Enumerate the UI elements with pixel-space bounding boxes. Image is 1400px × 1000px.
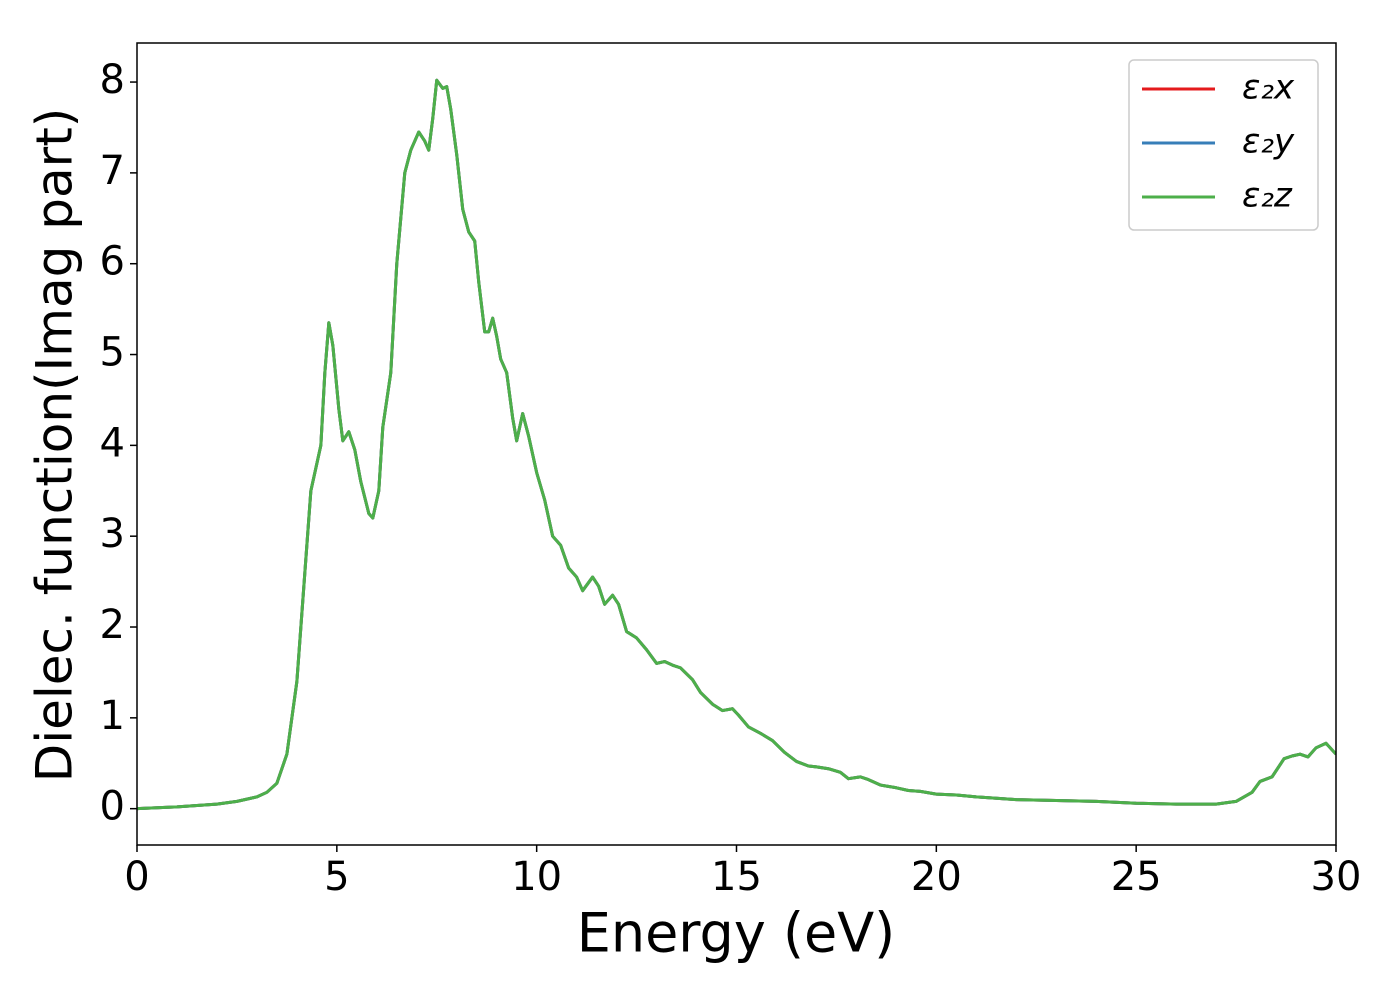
legend-label: ε₂y: [1242, 122, 1295, 162]
legend-label: ε₂x: [1242, 68, 1295, 108]
y-axis-label: Dielec. function(Imag part): [26, 108, 84, 783]
legend-label: ε₂z: [1242, 176, 1293, 216]
y-tick-label: 1: [100, 693, 125, 739]
x-tick-label: 5: [324, 854, 349, 900]
x-tick-label: 0: [124, 854, 149, 900]
x-tick-label: 20: [911, 854, 962, 900]
legend-box: [1128, 59, 1319, 231]
x-tick-label: 10: [511, 854, 562, 900]
y-tick-label: 8: [100, 57, 125, 103]
x-tick-label: 30: [1311, 854, 1362, 900]
series-line: [137, 78, 1336, 811]
x-axis-label: Energy (eV): [577, 902, 896, 965]
plot-frame: [136, 42, 1337, 846]
y-tick-label: 7: [100, 148, 125, 194]
y-tick-label: 2: [100, 602, 125, 648]
x-tick-label: 25: [1111, 854, 1162, 900]
y-tick-label: 0: [100, 784, 125, 830]
y-tick-label: 3: [100, 511, 125, 557]
x-tick-label: 15: [711, 854, 762, 900]
y-tick-label: 5: [100, 330, 125, 376]
y-tick-label: 6: [100, 239, 125, 285]
y-tick-label: 4: [100, 420, 125, 466]
